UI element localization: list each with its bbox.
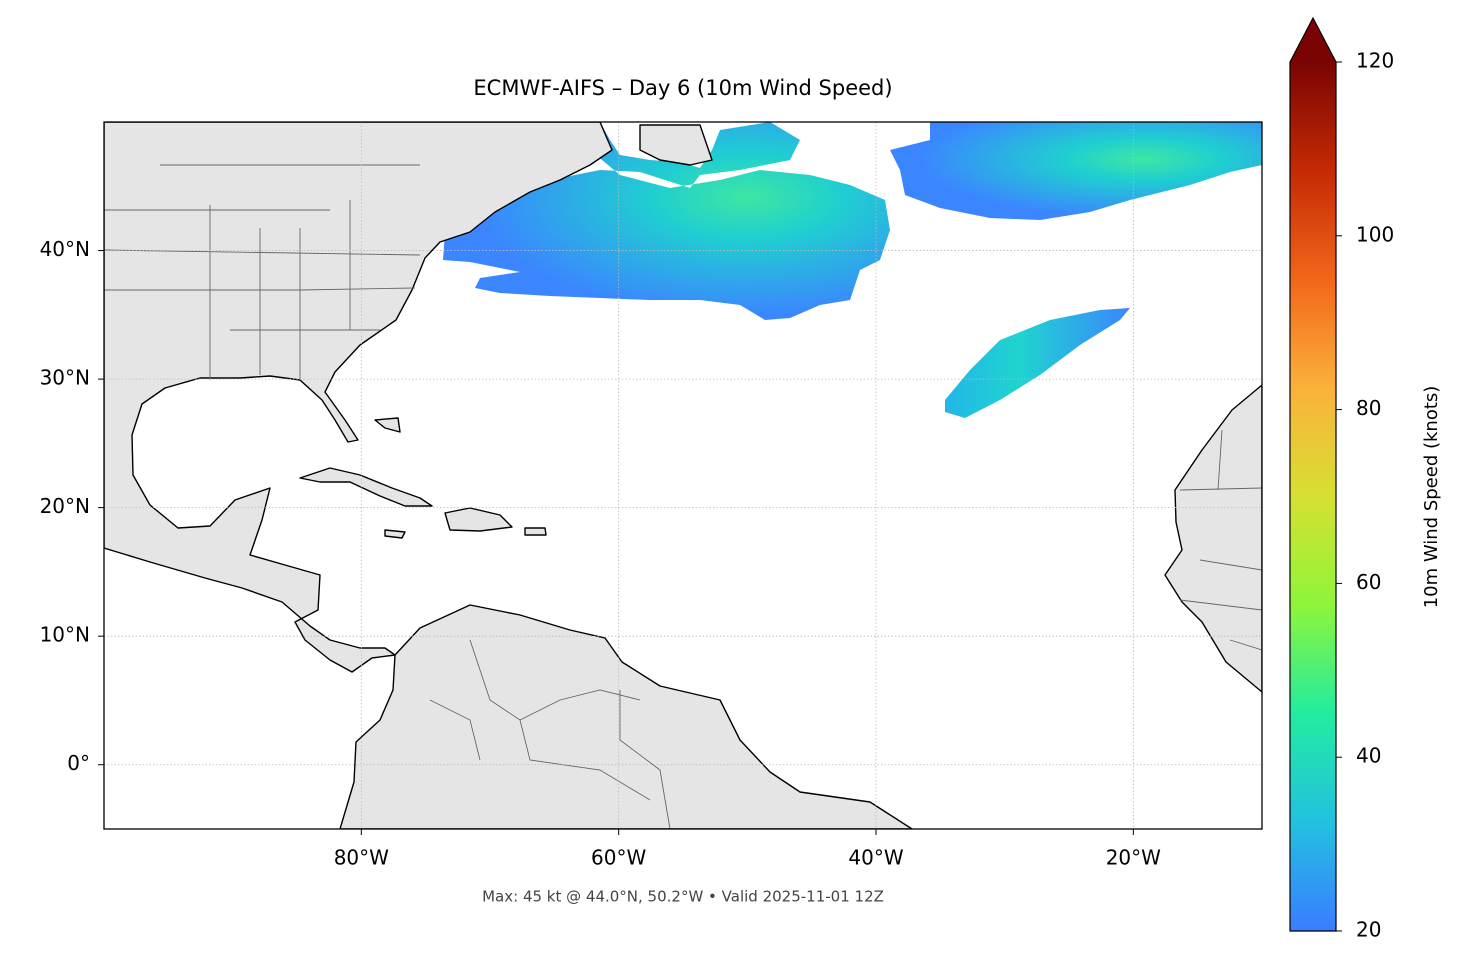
footnote: Max: 45 kt @ 44.0°N, 50.2°W • Valid 2025…: [482, 888, 884, 906]
colorbar-tick-label: 100: [1356, 222, 1394, 246]
state-borders: [104, 164, 421, 380]
jamaica: [384, 529, 406, 539]
country-borders: [429, 429, 1262, 829]
cuba: [299, 467, 433, 507]
x-tick-label: 20°W: [1106, 846, 1161, 870]
wind-swath: [945, 308, 1130, 418]
colorbar-tick-label: 40: [1356, 744, 1381, 768]
colorbar-tick-label: 80: [1356, 396, 1381, 420]
wind-swath: [890, 122, 1262, 220]
map-frame: [103, 121, 1263, 830]
map-title: ECMWF-AIFS – Day 6 (10m Wind Speed): [473, 76, 892, 100]
colorbar-label: 10m Wind Speed (knots): [1421, 386, 1442, 609]
south-america: [339, 604, 913, 829]
newfoundland: [639, 124, 713, 166]
x-tick-label: 80°W: [334, 846, 389, 870]
bahamas: [374, 417, 401, 433]
map-area: [104, 122, 1262, 829]
y-tick-label: 0°: [67, 751, 90, 775]
colorbar-outline: [1289, 16, 1337, 932]
wind-swath: [443, 122, 890, 320]
x-tick-label: 60°W: [591, 846, 646, 870]
north-america: [104, 122, 613, 673]
y-tick-label: 30°N: [40, 366, 90, 390]
x-tick-label: 40°W: [848, 846, 903, 870]
colorbar-extend: [1290, 18, 1336, 62]
y-tick-label: 40°N: [40, 237, 90, 261]
y-tick-label: 10°N: [40, 623, 90, 647]
y-tick-label: 20°N: [40, 494, 90, 518]
grid: 80°W 60°W 40°W 20°W 0° 10°N 20°N 30°N 40°N: [40, 122, 1262, 870]
colorbar: 20 40 60 80 100 120: [1289, 16, 1394, 942]
colorbar-gradient: [1290, 62, 1336, 931]
colorbar-tick-label: 120: [1356, 49, 1394, 73]
colorbar-tick-label: 60: [1356, 570, 1381, 594]
puerto-rico: [524, 527, 547, 536]
africa: [1164, 384, 1262, 693]
colorbar-tick-label: 20: [1356, 918, 1381, 942]
hispaniola: [444, 507, 513, 532]
